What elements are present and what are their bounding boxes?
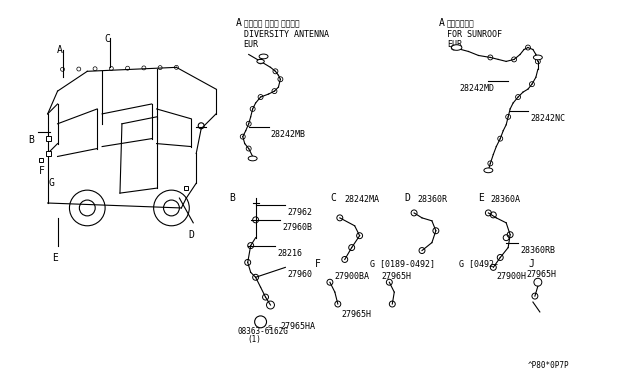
Text: 28242NC: 28242NC [530,114,565,123]
Text: 28216: 28216 [277,248,303,257]
Text: J: J [528,259,534,269]
Bar [46,136,51,141]
Text: 28360RB: 28360RB [520,246,555,254]
Ellipse shape [257,60,264,63]
Text: 27900H: 27900H [496,272,526,281]
Text: FOR SUNROOF: FOR SUNROOF [447,30,502,39]
Ellipse shape [451,45,462,50]
Text: EUR: EUR [244,39,259,49]
Text: E: E [479,193,484,203]
Text: 27900BA: 27900BA [335,272,370,281]
Text: ^P80*0P7P: ^P80*0P7P [528,362,570,371]
Text: 28242MD: 28242MD [460,84,495,93]
Text: G [0492-: G [0492- [459,259,499,269]
Text: サンルーフ用: サンルーフ用 [447,20,474,29]
Text: 27962: 27962 [287,208,312,217]
Text: (1): (1) [248,335,262,344]
Ellipse shape [484,168,493,173]
Text: F: F [315,259,321,269]
Text: EUR: EUR [447,39,461,49]
Text: D: D [404,193,410,203]
Text: 27965HA: 27965HA [280,322,316,331]
Text: G [0189-0492]: G [0189-0492] [369,259,435,269]
Text: 27960B: 27960B [282,223,312,232]
Text: 08363-6162G: 08363-6162G [238,327,289,336]
Text: ダイバー シティ アンテナ: ダイバー シティ アンテナ [244,20,300,29]
Text: C: C [330,193,336,203]
Text: E: E [52,253,58,263]
Text: B: B [229,193,235,203]
Text: G: G [49,178,54,188]
Ellipse shape [533,55,542,60]
Text: 28242MA: 28242MA [345,195,380,204]
Text: S: S [268,325,272,331]
Text: DIVERSITY ANTENNA: DIVERSITY ANTENNA [244,30,329,39]
Text: 27965H: 27965H [381,272,412,281]
Text: A: A [56,45,63,55]
Ellipse shape [248,156,257,161]
Bar [184,186,188,190]
Text: F: F [39,166,45,176]
Text: 27965H: 27965H [526,270,556,279]
Text: A: A [236,18,242,28]
Bar [39,158,43,163]
Text: 27965H: 27965H [342,310,372,319]
Text: D: D [188,230,194,240]
Text: 28360A: 28360A [490,195,520,204]
Ellipse shape [259,54,268,59]
Text: 27960: 27960 [287,270,312,279]
Bar [46,151,51,156]
Text: 28360R: 28360R [417,195,447,204]
Text: B: B [28,135,34,145]
Text: C: C [104,34,110,44]
Text: A: A [439,18,445,28]
Text: 28242MB: 28242MB [271,130,305,139]
